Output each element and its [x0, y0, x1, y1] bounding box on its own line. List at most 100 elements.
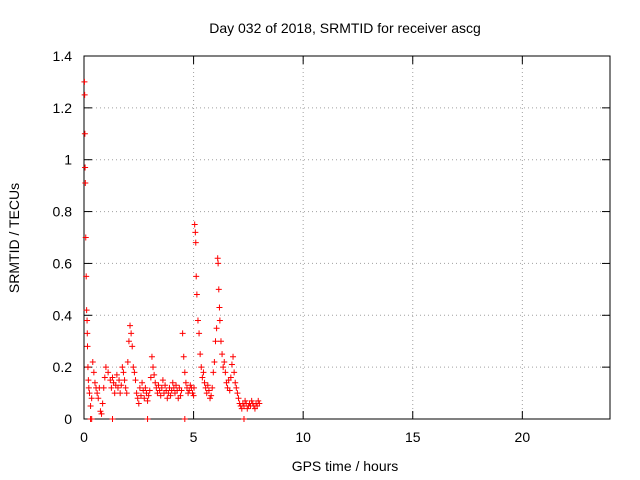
data-point: [178, 387, 185, 394]
data-point: [180, 353, 187, 360]
data-point: [100, 384, 107, 391]
data-point: [193, 273, 200, 280]
x-tick-label: 15: [405, 429, 421, 445]
data-point: [148, 353, 155, 360]
data-point: [157, 392, 164, 399]
data-point: [208, 392, 215, 399]
data-point: [109, 374, 116, 381]
x-tick-label: 10: [295, 429, 311, 445]
data-point: [151, 371, 158, 378]
data-point: [84, 317, 91, 324]
data-point: [173, 382, 180, 389]
data-point: [86, 390, 93, 397]
data-point: [98, 410, 105, 417]
data-point: [84, 343, 91, 350]
data-point: [147, 374, 154, 381]
data-point: [83, 273, 90, 280]
data-point: [226, 387, 233, 394]
data-point: [117, 390, 124, 397]
data-point: [227, 374, 234, 381]
x-tick-label: 5: [190, 429, 198, 445]
data-point: [222, 369, 229, 376]
data-point: [234, 390, 241, 397]
data-point: [81, 78, 88, 85]
x-tick-label: 20: [515, 429, 531, 445]
chart-title: Day 032 of 2018, SRMTID for receiver asc…: [209, 20, 481, 36]
data-point: [212, 338, 219, 345]
data-point: [102, 364, 109, 371]
data-point: [136, 384, 143, 391]
data-point: [81, 91, 88, 98]
data-point: [240, 416, 247, 422]
data-point: [198, 364, 205, 371]
data-point: [84, 364, 91, 371]
data-point: [158, 384, 165, 391]
data-point: [132, 377, 139, 384]
data-point: [256, 400, 263, 407]
data-point: [124, 358, 131, 365]
data-point: [101, 374, 108, 381]
data-point: [82, 234, 89, 241]
data-point: [137, 392, 144, 399]
data-point: [228, 361, 235, 368]
y-tick-label: 1.4: [53, 48, 73, 64]
data-point: [230, 353, 237, 360]
y-axis-label: SRMTID / TECUs: [6, 183, 22, 293]
data-point: [116, 377, 123, 384]
data-point: [114, 384, 121, 391]
data-point: [141, 395, 148, 402]
data-point: [83, 307, 90, 314]
data-point: [119, 364, 126, 371]
data-point: [164, 395, 171, 402]
data-point: [82, 180, 89, 187]
data-point: [88, 416, 95, 422]
data-point: [90, 369, 97, 376]
data-point: [84, 330, 91, 337]
data-point: [152, 379, 159, 386]
data-point: [81, 130, 88, 137]
data-point: [87, 403, 94, 410]
data-point: [219, 351, 226, 358]
data-point: [215, 286, 222, 293]
data-point: [145, 392, 152, 399]
data-point: [142, 384, 149, 391]
data-point: [211, 358, 218, 365]
data-point: [242, 397, 249, 404]
data-point: [232, 379, 239, 386]
data-point: [113, 371, 120, 378]
data-point: [196, 330, 203, 337]
data-point: [189, 390, 196, 397]
data-point: [204, 382, 211, 389]
y-tick-label: 1.2: [53, 100, 73, 116]
data-point: [220, 364, 227, 371]
data-point: [95, 395, 102, 402]
data-point: [130, 364, 137, 371]
data-point: [233, 384, 240, 391]
data-point: [235, 395, 242, 402]
data-point: [108, 384, 115, 391]
data-point: [85, 384, 92, 391]
data-point: [187, 382, 194, 389]
data-point: [214, 255, 221, 262]
y-tick-label: 1: [64, 152, 72, 168]
data-point: [111, 390, 118, 397]
data-point: [155, 382, 162, 389]
data-point: [215, 260, 222, 267]
data-point: [118, 382, 125, 389]
data-point: [127, 322, 134, 329]
x-tick-label: 0: [80, 429, 88, 445]
data-point: [133, 390, 140, 397]
y-tick-label: 0.6: [53, 255, 73, 271]
data-point: [97, 408, 104, 415]
data-point: [144, 416, 151, 422]
y-tick-label: 0.4: [53, 307, 73, 323]
data-point: [200, 369, 207, 376]
data-point: [231, 369, 238, 376]
data-point: [162, 382, 169, 389]
data-point: [201, 379, 208, 386]
data-point: [150, 364, 157, 371]
data-point: [181, 416, 188, 422]
y-tick-label: 0.2: [53, 359, 73, 375]
data-point: [91, 379, 98, 386]
